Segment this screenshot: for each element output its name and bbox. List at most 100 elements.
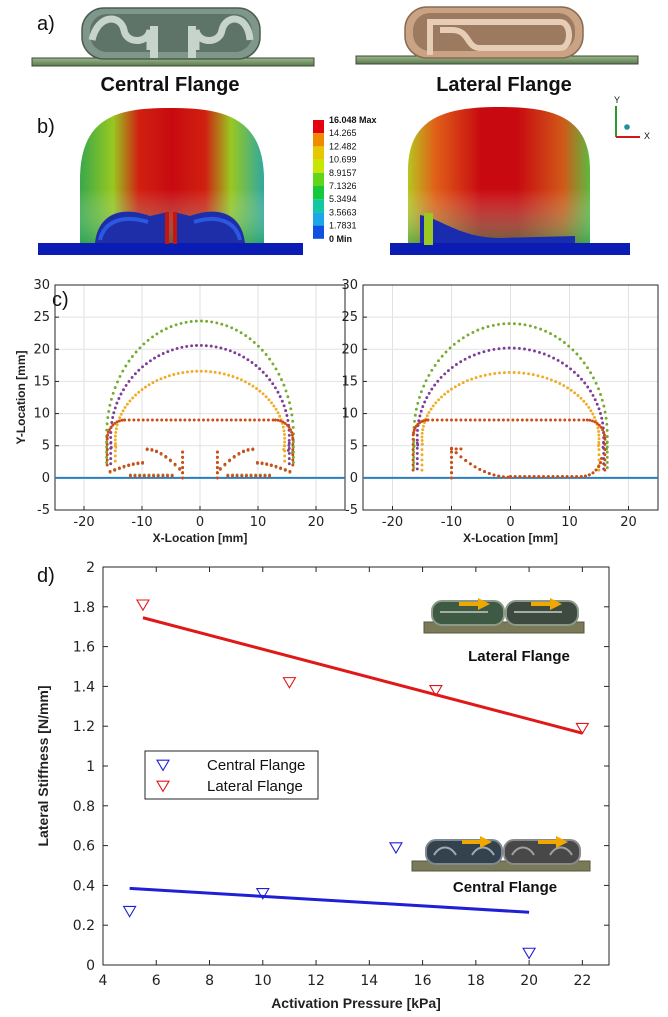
profile-point [146, 338, 150, 342]
profile-point [247, 382, 251, 386]
scale-label: 12.482 [329, 141, 357, 151]
x-tick-label: 20 [308, 515, 325, 530]
profile-point [483, 373, 487, 377]
profile-point [106, 416, 110, 420]
profile-point [533, 325, 537, 329]
profile-point [137, 418, 140, 422]
profile-point [450, 471, 453, 475]
profile-point [185, 344, 189, 348]
profile-point [440, 354, 444, 358]
profile-point [597, 423, 601, 427]
profile-point [237, 353, 241, 357]
profile-point [411, 437, 415, 441]
profile-point [572, 418, 576, 422]
profile-point [604, 416, 608, 420]
profile-point [415, 462, 419, 466]
profile-point [411, 448, 415, 452]
profile-point [422, 424, 425, 428]
profile-point [450, 447, 453, 451]
profile-point [528, 348, 531, 352]
profile-point [535, 418, 538, 422]
profile-point [520, 418, 524, 422]
profile-point [287, 462, 291, 466]
profile-point [537, 475, 541, 479]
profile-point [440, 418, 444, 422]
profile-point [487, 348, 491, 352]
profile-point [420, 431, 424, 435]
profile-point [474, 376, 478, 380]
profile-point [599, 412, 602, 415]
y-tick-label: 5 [350, 439, 358, 454]
profile-point [189, 320, 193, 323]
profile-point [287, 433, 291, 437]
profile-point [568, 418, 571, 422]
profile-point [283, 468, 287, 472]
profile-point [199, 369, 203, 373]
profile-point [148, 359, 152, 363]
profile-point [291, 437, 295, 441]
profile-point [450, 466, 453, 470]
profile-point [445, 418, 449, 422]
profile-point [283, 433, 286, 436]
profile-point [147, 383, 151, 387]
profile-point [111, 423, 115, 427]
profile-point [257, 418, 261, 422]
profile-point [181, 466, 185, 470]
profile-point [571, 348, 575, 352]
profile-point [478, 418, 482, 422]
profile-point [605, 440, 609, 444]
profile-point [113, 444, 117, 448]
profile-point [582, 418, 586, 422]
data-point [575, 722, 590, 735]
profile-point [151, 335, 154, 339]
profile-point [164, 454, 168, 458]
profile-point [422, 384, 426, 388]
profile-point [199, 343, 203, 347]
profile-point [605, 466, 609, 470]
profile-point [423, 400, 427, 404]
profile-point [443, 372, 447, 376]
profile-point [518, 475, 522, 479]
profile-point [127, 359, 131, 363]
profile-point [274, 367, 278, 371]
profile-point [248, 418, 252, 422]
profile-point [225, 418, 229, 422]
plot-c-left: -20 -10 0 10 20 -5 0 5 10 15 20 25 30 X-Location [mm]… [14, 278, 346, 545]
profile-point [206, 418, 210, 422]
profile-point [133, 372, 137, 376]
profile-point [213, 370, 217, 374]
y-tick-label: 1.2 [73, 719, 95, 735]
profile-point [194, 319, 198, 323]
profile-point [283, 436, 287, 440]
profile-point [113, 454, 117, 458]
profile-point [174, 418, 178, 422]
profile-point [115, 420, 119, 424]
profile-point [215, 321, 219, 325]
profile-point [127, 418, 131, 422]
profile-point [511, 418, 515, 422]
profile-point [450, 455, 453, 459]
profile-point [464, 418, 468, 422]
profile-point [118, 416, 122, 420]
profile-point [137, 390, 141, 394]
panel-label-d: d) [37, 565, 55, 587]
profile-point [553, 418, 557, 422]
profile-point [415, 457, 419, 461]
profile-point [175, 347, 179, 350]
profile-point [251, 384, 255, 388]
fit-line [129, 886, 530, 914]
x-tick-label: -20 [73, 515, 94, 530]
profile-point [121, 369, 125, 373]
profile-point [539, 418, 543, 422]
profile-point [105, 422, 109, 426]
profile-point [518, 322, 522, 326]
inset-lateral-label: Lateral Flange [468, 648, 570, 665]
profile-point [552, 356, 556, 360]
profile-point [276, 418, 280, 422]
profile-point [195, 369, 199, 373]
profile-point [415, 433, 419, 437]
profile-point [411, 468, 415, 472]
profile-point [190, 344, 194, 348]
profile-point [227, 373, 231, 377]
profile-point [542, 352, 546, 356]
